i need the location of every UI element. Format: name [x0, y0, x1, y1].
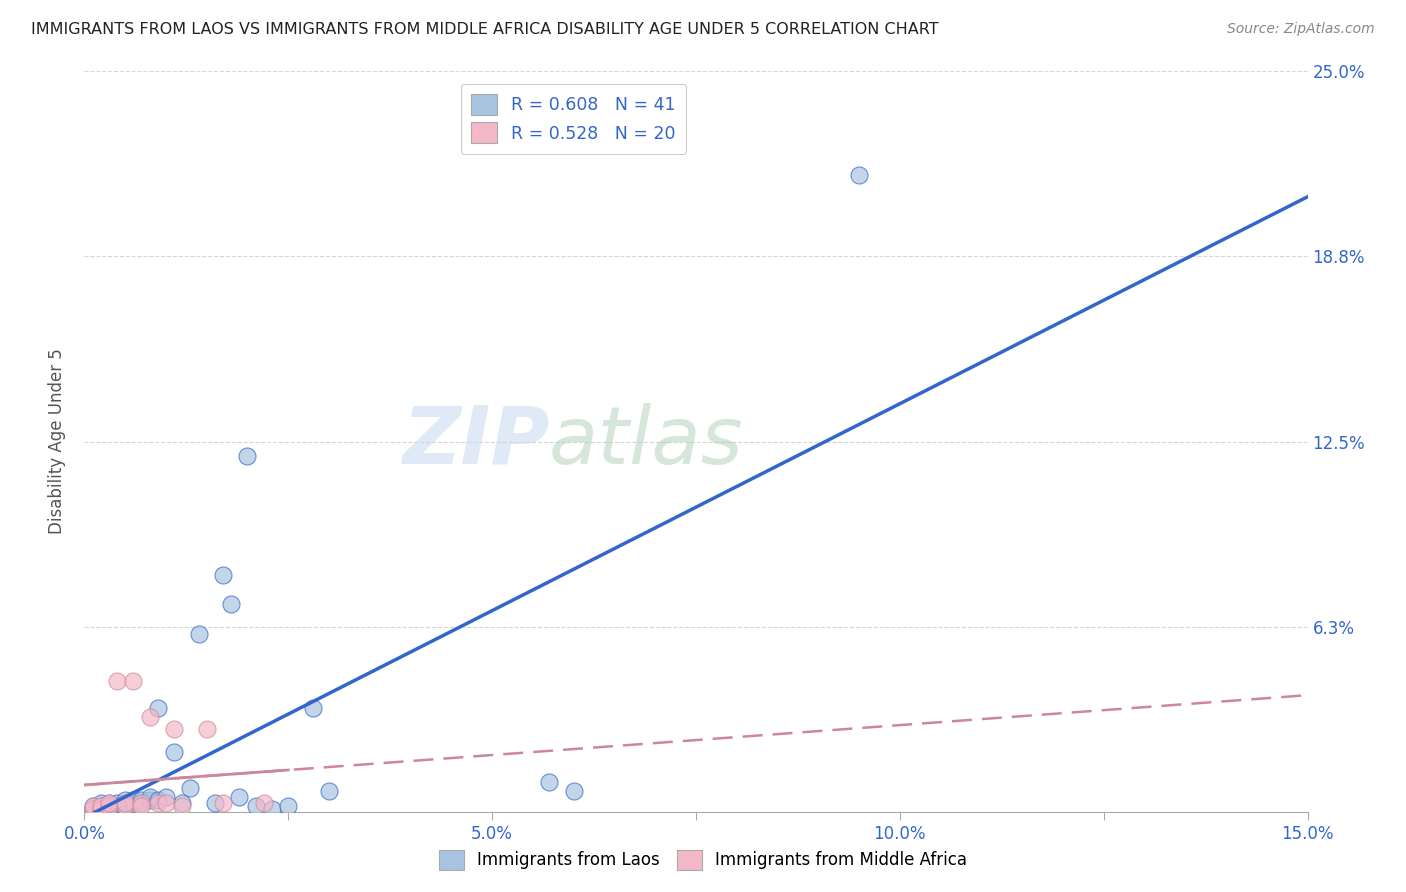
Point [138, 793, 160, 807]
Point [253, 796, 276, 810]
Point [90, 798, 112, 813]
Point [163, 722, 186, 736]
Point [212, 567, 235, 582]
Point [122, 674, 145, 689]
Text: Source: ZipAtlas.com: Source: ZipAtlas.com [1227, 22, 1375, 37]
Point [114, 798, 136, 813]
Point [97, 796, 120, 810]
Point [138, 710, 160, 724]
Point [97, 798, 120, 813]
Point [260, 802, 283, 816]
Point [131, 796, 153, 810]
Point [538, 775, 561, 789]
Point [848, 168, 870, 182]
Point [146, 796, 169, 810]
Point [219, 598, 242, 612]
Point [187, 627, 209, 641]
Point [138, 789, 160, 804]
Legend: Immigrants from Laos, Immigrants from Middle Africa: Immigrants from Laos, Immigrants from Mi… [432, 843, 974, 877]
Point [131, 796, 153, 810]
Point [179, 780, 201, 795]
Point [82, 798, 104, 813]
Text: IMMIGRANTS FROM LAOS VS IMMIGRANTS FROM MIDDLE AFRICA DISABILITY AGE UNDER 5 COR: IMMIGRANTS FROM LAOS VS IMMIGRANTS FROM … [31, 22, 939, 37]
Point [212, 796, 235, 810]
Point [90, 802, 112, 816]
Point [114, 793, 136, 807]
Point [114, 798, 136, 813]
Point [97, 796, 120, 810]
Point [172, 796, 194, 810]
Point [97, 798, 120, 813]
Point [195, 722, 218, 736]
Point [105, 674, 128, 689]
Text: ZIP: ZIP [402, 402, 550, 481]
Point [562, 784, 585, 798]
Point [105, 796, 128, 810]
Text: atlas: atlas [550, 402, 744, 481]
Point [82, 802, 104, 816]
Point [90, 802, 112, 816]
Point [155, 796, 177, 810]
Point [318, 784, 340, 798]
Point [82, 802, 104, 816]
Point [155, 789, 177, 804]
Point [146, 793, 169, 807]
Point [277, 798, 299, 813]
Point [114, 796, 136, 810]
Point [90, 796, 112, 810]
Legend: R = 0.608   N = 41, R = 0.528   N = 20: R = 0.608 N = 41, R = 0.528 N = 20 [461, 84, 686, 154]
Point [301, 701, 323, 715]
Point [90, 802, 112, 816]
Point [122, 793, 145, 807]
Point [172, 798, 194, 813]
Point [114, 796, 136, 810]
Point [122, 796, 145, 810]
Point [82, 798, 104, 813]
Point [90, 798, 112, 813]
Point [131, 798, 153, 813]
Point [146, 701, 169, 715]
Point [105, 798, 128, 813]
Point [228, 789, 250, 804]
Point [82, 802, 104, 816]
Point [131, 793, 153, 807]
Point [204, 796, 226, 810]
Y-axis label: Disability Age Under 5: Disability Age Under 5 [48, 349, 66, 534]
Point [245, 798, 267, 813]
Point [236, 450, 259, 464]
Point [97, 802, 120, 816]
Point [163, 746, 186, 760]
